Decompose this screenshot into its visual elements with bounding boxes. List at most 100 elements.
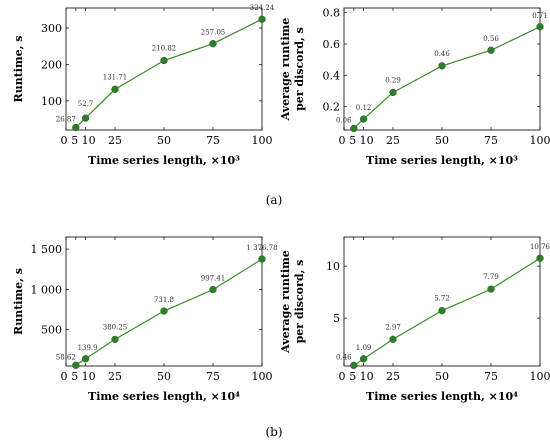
x-tick-label: 0 xyxy=(61,134,68,147)
x-tick-label: 0 xyxy=(339,370,346,383)
y-axis-label: Runtime, s xyxy=(12,268,25,335)
y-axis-label: per discord, s xyxy=(293,260,306,344)
data-label: 52.7 xyxy=(78,100,94,108)
y-axis-label: per discord, s xyxy=(293,27,306,111)
data-label: 58.62 xyxy=(56,353,76,361)
y-tick-label: 0.8 xyxy=(323,7,341,20)
y-tick-label: 0.2 xyxy=(323,101,341,114)
data-label: 997.41 xyxy=(201,275,226,283)
x-tick-label: 5 xyxy=(349,134,356,147)
data-point xyxy=(160,307,168,315)
y-axis-label: Average runtime xyxy=(279,18,292,122)
x-tick-label: 50 xyxy=(435,134,449,147)
data-point xyxy=(389,88,397,97)
data-point xyxy=(389,335,397,343)
x-tick-label: 50 xyxy=(157,134,171,147)
data-label: 0.71 xyxy=(532,12,548,20)
data-label: 10.76 xyxy=(530,243,550,251)
series-line xyxy=(353,257,541,366)
data-point xyxy=(111,335,119,344)
data-point xyxy=(438,307,446,315)
data-point xyxy=(359,355,368,363)
data-label: 1.09 xyxy=(356,344,372,352)
panel-a-right: 0 5 10 25 50 75 100 0.2 0.4 0.6 0.8 0.06 0.12 0.29 0.4… xyxy=(279,7,550,167)
x-tick-label: 100 xyxy=(252,370,273,383)
panel-b-right: 0 5 10 25 50 75 1005100.461.092.975.727.7910.7… xyxy=(279,236,550,403)
data-point xyxy=(72,123,80,132)
y-tick-label: 1 000 xyxy=(31,283,63,296)
data-label: 131.71 xyxy=(103,73,128,81)
x-tick-label: 0 xyxy=(339,134,346,147)
y-tick-label: 0.4 xyxy=(323,69,341,82)
x-tick-label: 100 xyxy=(530,370,550,383)
data-point xyxy=(258,255,266,263)
data-label: 0.46 xyxy=(336,353,352,361)
data-label: 0.29 xyxy=(385,76,401,84)
x-tick-label: 5 xyxy=(349,370,356,383)
data-label: 0.46 xyxy=(434,50,450,58)
y-tick-label: 300 xyxy=(41,22,62,35)
data-point xyxy=(72,361,80,369)
y-tick-label: 10 xyxy=(326,260,340,273)
x-tick-label: 10 xyxy=(82,134,96,147)
data-label: 5.72 xyxy=(434,295,450,303)
data-point xyxy=(487,285,495,293)
data-point xyxy=(487,46,495,54)
axes-frame xyxy=(65,7,263,131)
x-tick-label: 5 xyxy=(71,134,78,147)
x-tick-label: 10 xyxy=(360,370,374,383)
data-point xyxy=(209,285,217,294)
data-label: 7.79 xyxy=(483,273,499,281)
y-tick-label: 200 xyxy=(41,58,62,71)
subfigure-label-b: (b) xyxy=(265,425,282,439)
y-axis-label: Average runtime xyxy=(279,250,292,354)
data-point xyxy=(209,40,217,48)
data-label: 257.05 xyxy=(201,29,226,37)
data-label: 210.82 xyxy=(152,45,177,53)
data-label: 0.56 xyxy=(483,35,499,43)
y-tick-label: 5 xyxy=(333,312,340,325)
y-tick-label: 1 500 xyxy=(31,243,63,256)
data-label: 139.9 xyxy=(78,344,98,352)
x-tick-label: 75 xyxy=(484,134,498,147)
x-tick-label: 5 xyxy=(71,370,78,383)
y-axis-label: Runtime, s xyxy=(12,36,25,103)
subfigure-label-a: (a) xyxy=(266,193,283,207)
data-label: 1 376.78 xyxy=(246,244,277,252)
x-tick-label: 50 xyxy=(435,370,449,383)
x-tick-label: 25 xyxy=(386,370,400,383)
data-point xyxy=(258,15,266,23)
x-tick-label: 50 xyxy=(157,370,171,383)
x-axis-label: Time series length, ×10⁴ xyxy=(88,390,240,403)
data-label: 0.06 xyxy=(336,116,352,124)
x-axis-label: Time series length, ×10⁴ xyxy=(366,390,518,403)
series-line xyxy=(353,26,541,129)
y-tick-label: 0.6 xyxy=(323,38,341,51)
data-point xyxy=(350,124,358,133)
data-point xyxy=(536,254,544,262)
data-point xyxy=(160,56,168,65)
data-label: 0.12 xyxy=(356,104,372,112)
x-tick-label: 25 xyxy=(108,134,122,147)
data-label: 380.25 xyxy=(103,323,128,331)
x-tick-label: 10 xyxy=(82,370,96,383)
x-tick-label: 25 xyxy=(386,134,400,147)
data-label: 731.8 xyxy=(154,296,174,304)
data-label: 324.24 xyxy=(250,4,275,12)
data-point xyxy=(350,361,358,370)
x-tick-label: 100 xyxy=(530,134,550,147)
x-tick-label: 0 xyxy=(61,370,68,383)
x-tick-label: 75 xyxy=(484,370,498,383)
data-point xyxy=(111,85,119,93)
x-tick-label: 10 xyxy=(360,134,374,147)
y-tick-label: 100 xyxy=(41,95,62,108)
data-point xyxy=(81,355,90,363)
x-tick-label: 25 xyxy=(108,370,122,383)
x-tick-label: 75 xyxy=(206,134,220,147)
data-point xyxy=(359,115,368,123)
x-tick-label: 75 xyxy=(206,370,220,383)
data-point xyxy=(438,62,446,70)
